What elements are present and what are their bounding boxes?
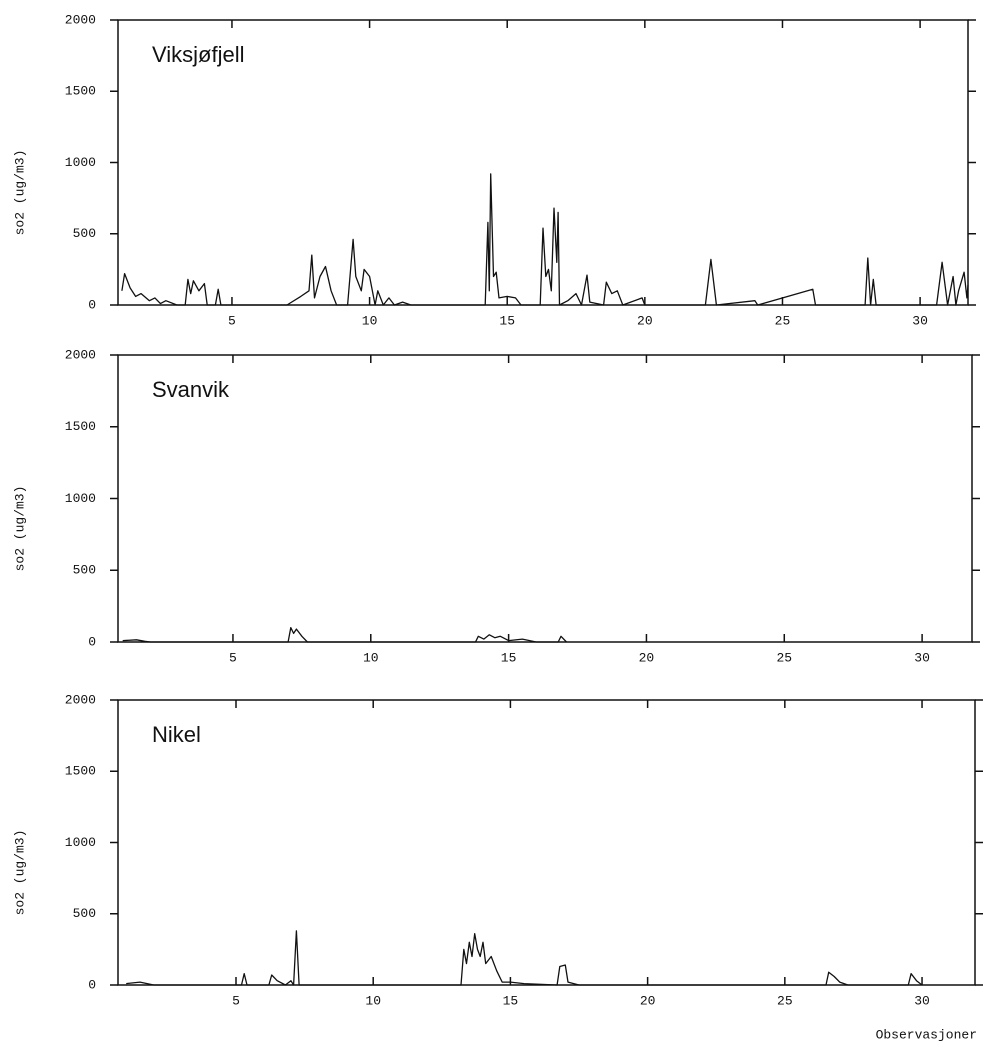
y-tick-label: 500: [73, 563, 96, 578]
series-line: [121, 173, 969, 306]
x-tick-label: 30: [912, 313, 928, 328]
y-tick-label: 0: [88, 977, 96, 992]
x-tick-label: 10: [362, 313, 378, 328]
y-tick-label: 0: [88, 634, 96, 649]
series-line: [126, 930, 923, 986]
x-tick-label: 10: [363, 650, 379, 665]
y-axis-label: so2 (ug/m3): [12, 150, 27, 236]
x-tick-label: 30: [914, 650, 930, 665]
chart-title: Viksjøfjell: [152, 42, 245, 67]
y-tick-label: 1500: [65, 764, 96, 779]
x-tick-label: 25: [775, 313, 791, 328]
y-tick-label: 1500: [65, 419, 96, 434]
y-tick-label: 1000: [65, 835, 96, 850]
y-tick-label: 1500: [65, 84, 96, 99]
x-tick-label: 5: [229, 650, 237, 665]
y-tick-label: 1000: [65, 155, 96, 170]
x-tick-label: 20: [639, 650, 655, 665]
x-axis-label: Observasjoner: [876, 1027, 977, 1042]
plot-frame: [117, 699, 976, 986]
x-tick-label: 10: [365, 993, 381, 1008]
y-tick-label: 2000: [65, 692, 96, 707]
y-tick-label: 1000: [65, 491, 96, 506]
y-tick-label: 500: [73, 906, 96, 921]
y-axis-label: so2 (ug/m3): [12, 486, 27, 572]
x-tick-label: 30: [914, 993, 930, 1008]
plot-frame: [117, 19, 969, 306]
x-tick-label: 15: [501, 650, 517, 665]
y-tick-label: 2000: [65, 12, 96, 27]
chart-title: Nikel: [152, 722, 201, 747]
series-line: [122, 626, 567, 643]
x-tick-label: 5: [232, 993, 240, 1008]
chart-title: Svanvik: [152, 377, 230, 402]
y-tick-label: 500: [73, 226, 96, 241]
x-tick-label: 20: [640, 993, 656, 1008]
x-tick-label: 15: [503, 993, 519, 1008]
x-tick-label: 15: [499, 313, 515, 328]
x-tick-label: 20: [637, 313, 653, 328]
plot-frame: [117, 354, 973, 643]
x-tick-label: 25: [777, 993, 793, 1008]
y-tick-label: 2000: [65, 347, 96, 362]
y-axis-label: so2 (ug/m3): [12, 830, 27, 916]
x-tick-label: 25: [776, 650, 792, 665]
x-tick-label: 5: [228, 313, 236, 328]
y-tick-label: 0: [88, 297, 96, 312]
